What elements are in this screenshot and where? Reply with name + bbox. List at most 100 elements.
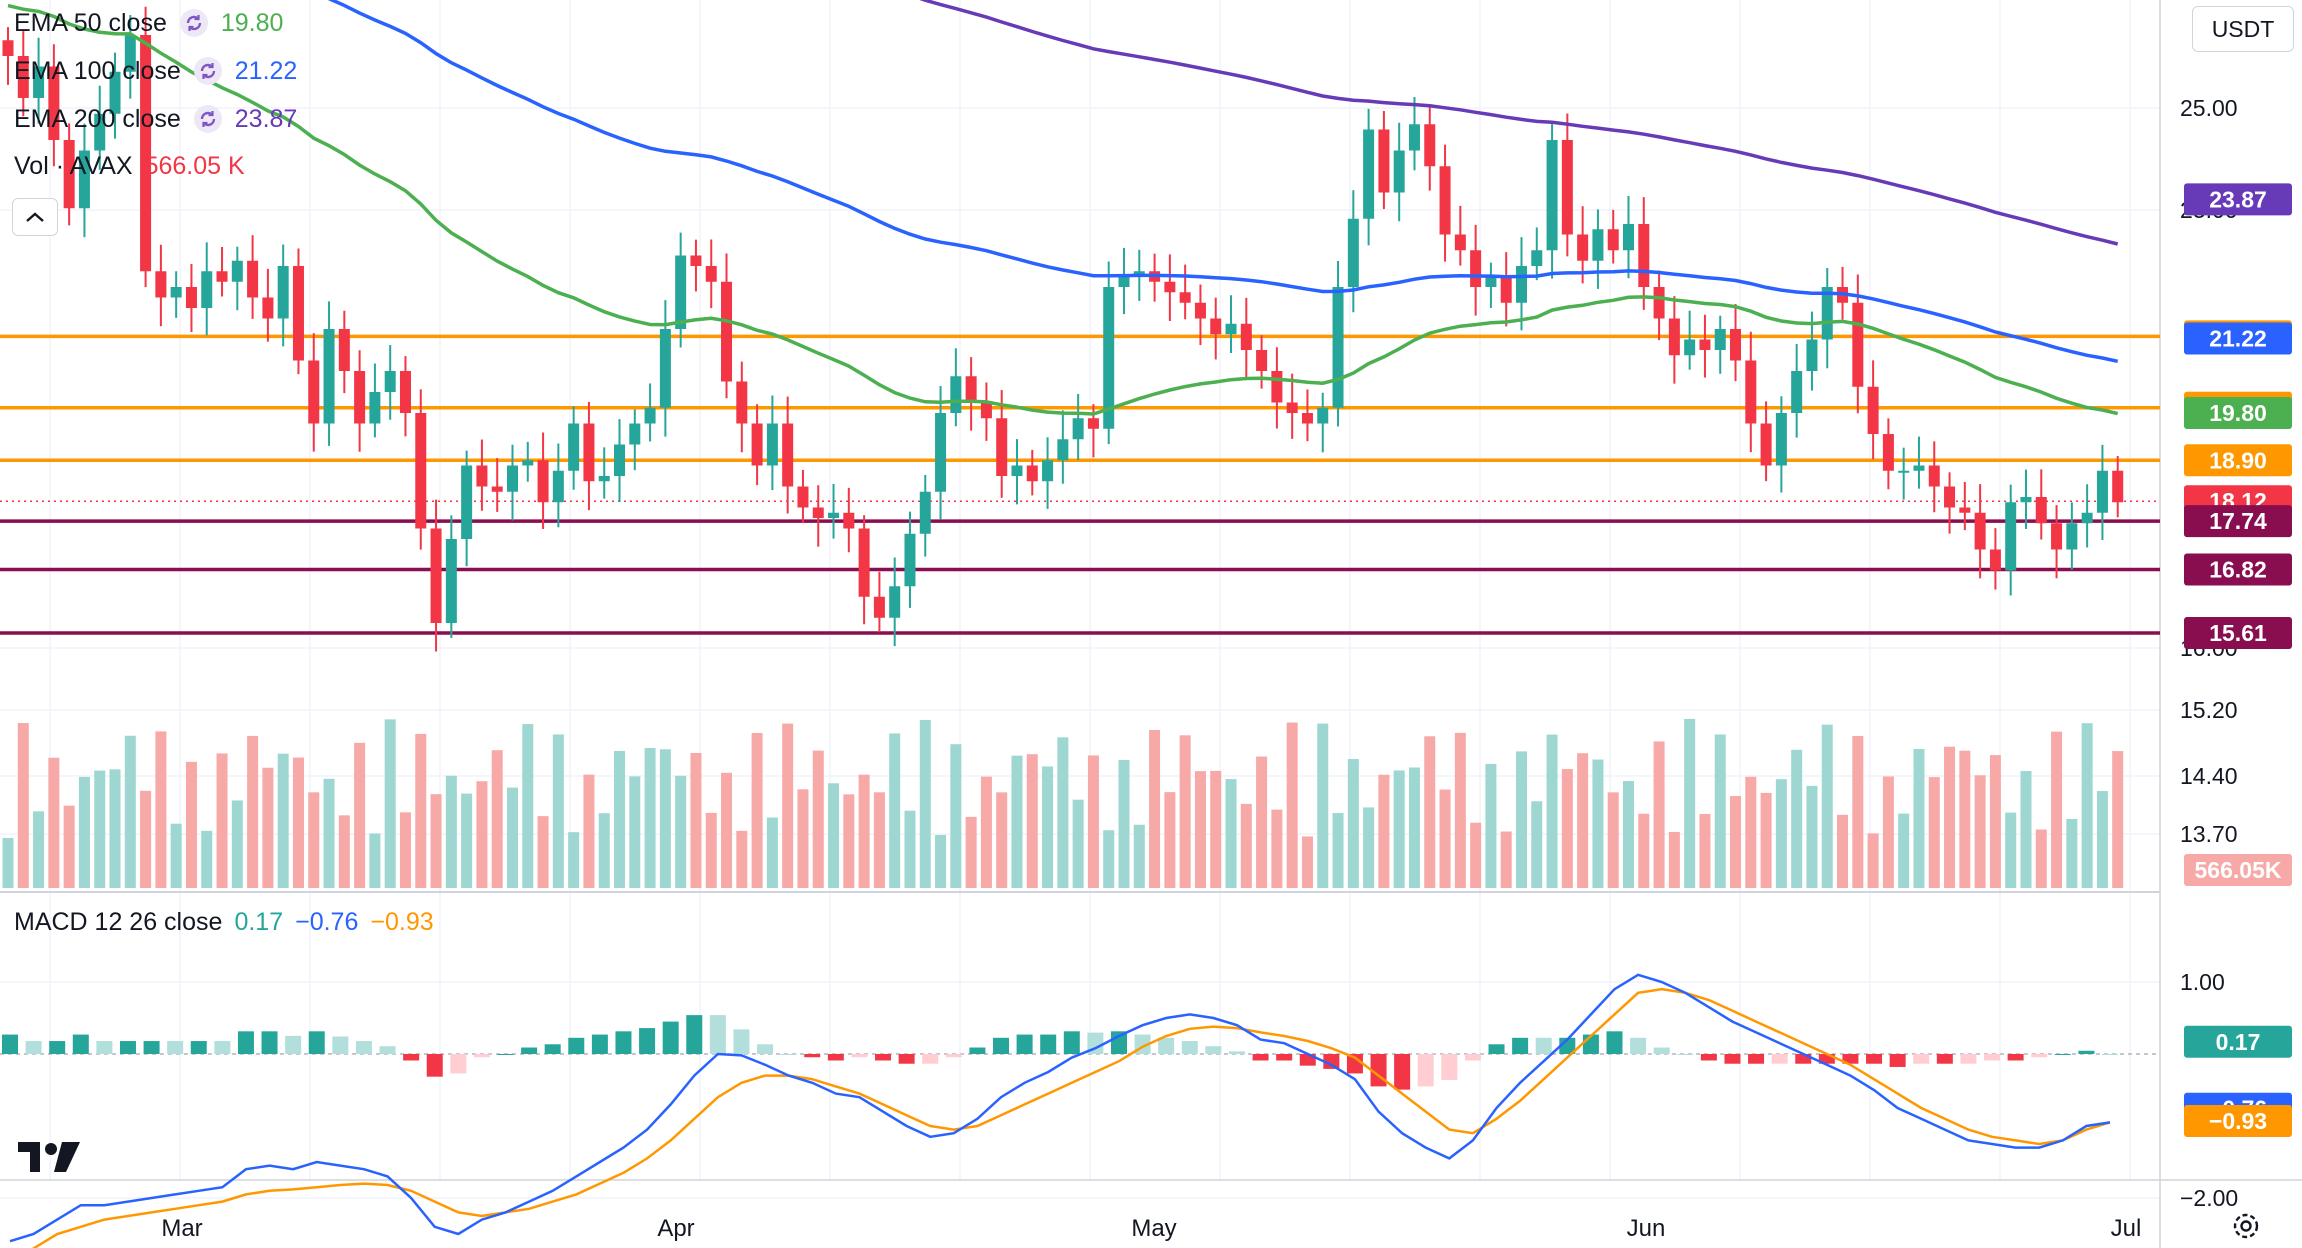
legend-ema100-label: EMA 100 close: [14, 56, 181, 85]
macd-histogram-bar: [922, 1054, 939, 1064]
volume-bar: [552, 734, 564, 888]
candle-body: [1408, 124, 1420, 151]
collapse-legend-button[interactable]: [12, 198, 58, 236]
refresh-icon[interactable]: [179, 8, 209, 38]
candle-body: [1286, 402, 1298, 413]
candle-body: [155, 271, 167, 298]
legend-macd[interactable]: MACD 12 26 close 0.17 −0.76 −0.93: [14, 908, 434, 937]
refresh-icon[interactable]: [193, 56, 223, 86]
volume-bar: [889, 733, 901, 888]
legend-ema100[interactable]: EMA 100 close 21.22: [14, 56, 297, 86]
candle-body: [201, 271, 213, 308]
volume-bar: [78, 776, 90, 888]
candle-body: [1989, 549, 2001, 571]
macd-histogram-bar: [237, 1031, 254, 1054]
volume-bar: [751, 732, 763, 888]
volume-bar: [1408, 767, 1420, 888]
volume-bar: [1149, 729, 1161, 888]
legend-ema50-value: 19.80: [220, 8, 284, 37]
macd-histogram-bar: [1606, 1031, 1623, 1054]
volume-bar: [1653, 741, 1665, 888]
price-badge-bg: [2184, 616, 2292, 649]
volume-bar: [1500, 831, 1512, 888]
macd-histogram-bar: [285, 1035, 302, 1054]
volume-bar: [476, 781, 488, 888]
volume-bar: [2096, 791, 2108, 888]
volume-bar: [1959, 750, 1971, 888]
candle-body: [1470, 250, 1482, 287]
candle-body: [277, 266, 289, 319]
candle-body: [2051, 523, 2063, 550]
candle-body: [17, 56, 29, 98]
candle-body: [828, 512, 840, 518]
macd-histogram-bar: [1158, 1037, 1175, 1054]
volume-bar: [1210, 770, 1222, 888]
volume-bar: [1133, 824, 1145, 888]
volume-bar: [736, 830, 748, 888]
volume-bar: [950, 744, 962, 888]
volume-bar: [1821, 724, 1833, 888]
macd-histogram-bar: [1960, 1054, 1977, 1064]
gear-icon[interactable]: [2230, 1210, 2262, 1242]
price-badge: 17.74: [2209, 508, 2267, 534]
price-badge: 23.87: [2209, 186, 2267, 212]
volume-bar: [766, 817, 778, 888]
macd-histogram-bar: [214, 1041, 231, 1054]
macd-histogram-bar: [1984, 1054, 2001, 1061]
candle-body: [48, 66, 60, 140]
candle-body: [354, 371, 366, 424]
candle-body: [1745, 360, 1757, 424]
macd-histogram-bar: [568, 1037, 585, 1054]
candle-body: [491, 486, 503, 492]
macd-histogram-bar: [1016, 1034, 1033, 1054]
candle-body: [812, 507, 824, 518]
candle-body: [1806, 339, 1818, 371]
volume-bar: [430, 794, 442, 888]
volume-bar: [445, 775, 457, 888]
volume-bar: [1561, 769, 1573, 888]
candle-body: [1791, 371, 1803, 413]
candle-body: [140, 35, 152, 272]
macd-histogram-bar: [1464, 1054, 1481, 1061]
volume-bar: [1271, 809, 1283, 888]
macd-histogram-bar: [521, 1047, 538, 1054]
legend-ema50[interactable]: EMA 50 close 19.80: [14, 8, 283, 38]
volume-bar: [17, 723, 29, 888]
volume-bar: [675, 775, 687, 888]
candle-body: [996, 418, 1008, 476]
candle-body: [1087, 418, 1099, 429]
volume-bar: [308, 792, 320, 888]
legend-macd-signal: −0.93: [370, 908, 434, 936]
price-tick-label: 14.40: [2180, 763, 2238, 789]
macd-histogram-bar: [1700, 1054, 1717, 1061]
volume-bar: [1699, 813, 1711, 888]
tradingview-logo-icon[interactable]: [18, 1138, 84, 1174]
refresh-icon[interactable]: [193, 104, 223, 134]
legend-volume[interactable]: Vol · AVAX 566.05 K: [14, 152, 245, 181]
candle-body: [1072, 418, 1084, 440]
volume-bar: [33, 811, 45, 888]
macd-histogram-bar: [1913, 1054, 1930, 1064]
candle-body: [292, 266, 304, 361]
price-badge: 18.90: [2209, 447, 2267, 473]
macd-histogram-bar: [733, 1029, 750, 1054]
candle-body: [1684, 339, 1696, 356]
volume-bar: [2020, 771, 2032, 888]
volume-bar: [1974, 775, 1986, 888]
candle-body: [506, 465, 518, 492]
candle-body: [1546, 140, 1558, 251]
macd-histogram-bar: [1252, 1054, 1269, 1061]
macd-histogram-bar: [1063, 1031, 1080, 1054]
volume-bar: [231, 800, 243, 888]
candle-body: [552, 470, 564, 503]
volume-bar: [1898, 813, 1910, 888]
currency-selector[interactable]: USDT: [2192, 6, 2294, 52]
price-badge-bg: [2184, 505, 2292, 538]
macd-histogram-bar: [119, 1041, 136, 1054]
legend-ema200[interactable]: EMA 200 close 23.87: [14, 104, 297, 134]
volume-bar: [1363, 807, 1375, 888]
candle-body: [705, 266, 717, 282]
volume-bar: [1485, 763, 1497, 888]
candle-body: [1118, 276, 1130, 287]
